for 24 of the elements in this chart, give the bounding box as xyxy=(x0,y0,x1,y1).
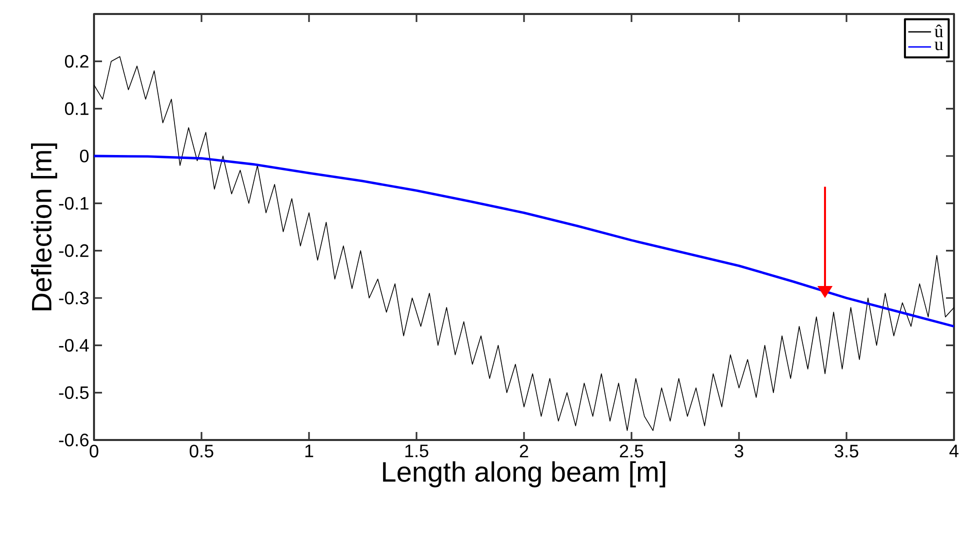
y-tick-label: 0.2 xyxy=(64,54,88,68)
y-tick-label: -0.1 xyxy=(59,196,88,210)
y-tick-label: -0.6 xyxy=(59,434,89,446)
line-series xyxy=(94,154,954,328)
x-tick-label: 0 xyxy=(90,444,98,458)
y-tick-label: 0 xyxy=(80,150,89,162)
x-tick-label: 4 xyxy=(949,444,958,458)
x-tick-label: 1.5 xyxy=(405,444,428,458)
y-tick-label: -0.3 xyxy=(59,292,89,304)
y-tick-label: -0.4 xyxy=(59,338,89,352)
y-tick-label: -0.2 xyxy=(59,244,88,258)
x-tick-label: 2 xyxy=(520,444,528,458)
x-tick-label: 3 xyxy=(734,444,744,458)
legend-label: u xyxy=(934,42,944,50)
line-series xyxy=(94,56,954,431)
y-tick-label: -0.5 xyxy=(59,386,89,400)
x-tick-label: 2.5 xyxy=(620,444,644,458)
y-axis-title: Deflection [m] xyxy=(31,143,58,310)
y-tick-label: 0.1 xyxy=(64,102,88,116)
legend-label: û xyxy=(934,24,944,38)
x-tick-label: 3.5 xyxy=(834,444,858,458)
x-tick-label: 1 xyxy=(305,444,314,458)
x-tick-label: 0.5 xyxy=(190,444,214,458)
x-axis-title: Length along beam [m] xyxy=(383,461,666,488)
